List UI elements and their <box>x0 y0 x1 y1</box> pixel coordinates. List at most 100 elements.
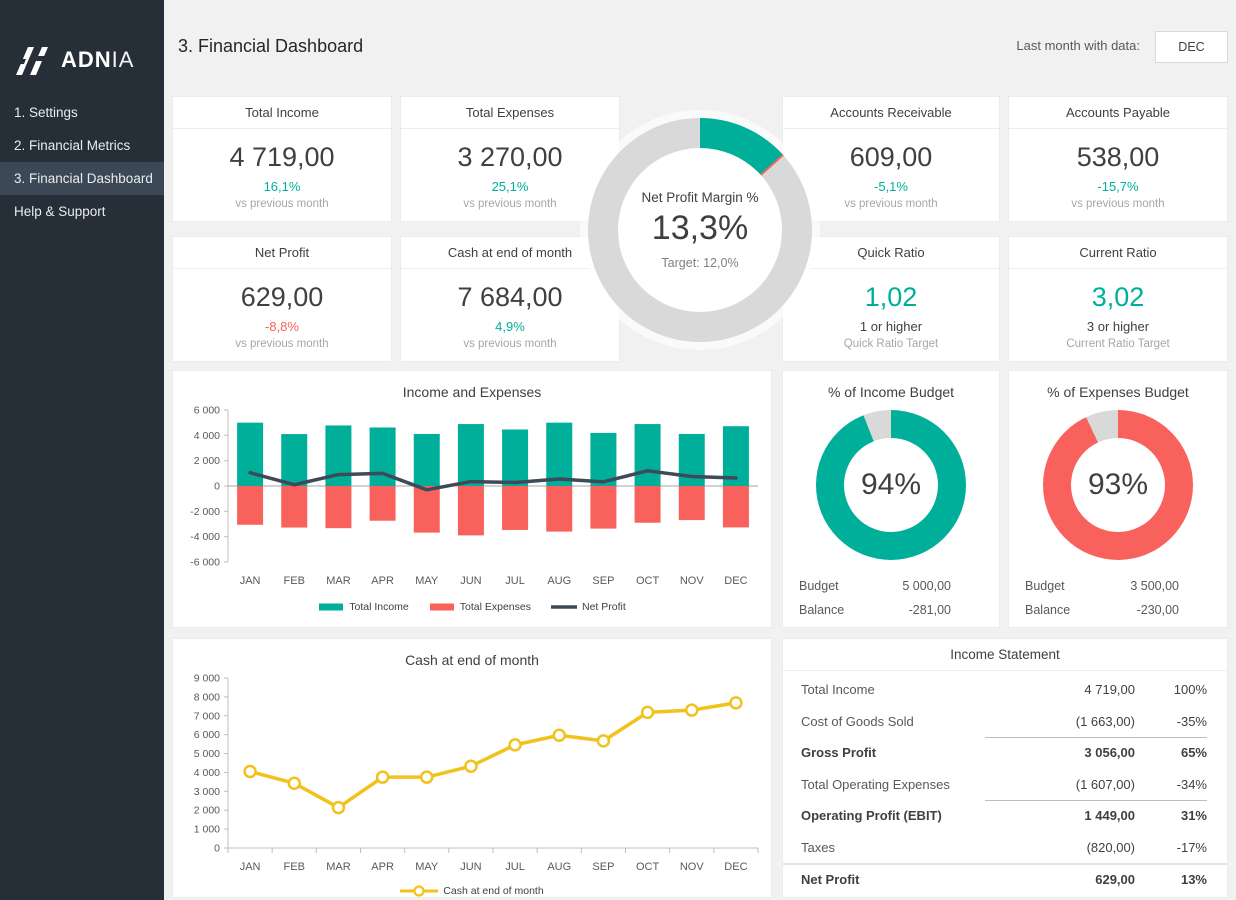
kpi-caption: vs previous month <box>235 198 329 210</box>
kpi-card-total-expenses: Total Expenses 3 270,00 25,1% vs previou… <box>400 96 620 222</box>
chart-title: Income and Expenses <box>402 384 542 400</box>
chart-title: % of Income Budget <box>827 384 955 400</box>
income-expenses-chart: 6 000 4 000 2 000 0 -2 000 -4 000 -6 000 JAN FEB… <box>178 404 766 599</box>
svg-text:8 000: 8 000 <box>194 691 220 703</box>
kpi-value: 7 684,00 <box>457 282 563 312</box>
chart-title: Cash at end of month <box>405 652 539 668</box>
income-budget-donut: 94% <box>816 410 966 560</box>
svg-text:JUN: JUN <box>460 861 481 873</box>
svg-text:APR: APR <box>371 575 394 587</box>
svg-text:1 000: 1 000 <box>194 824 220 836</box>
sidebar-nav: 1. Settings 2. Financial Metrics 3. Fina… <box>0 96 164 228</box>
kpi-card-net-profit: Net Profit 629,00 -8,8% vs previous mont… <box>172 236 392 362</box>
svg-text:SEP: SEP <box>592 861 614 873</box>
legend-item: Cash at end of month <box>400 885 544 897</box>
kpi-title: Cash at end of month <box>401 237 619 269</box>
kpi-title: Accounts Receivable <box>783 97 999 129</box>
svg-text:7 000: 7 000 <box>194 710 220 722</box>
svg-text:0: 0 <box>214 481 220 493</box>
kpi-caption: vs previous month <box>463 338 557 350</box>
income-expenses-chart-card: Income and Expenses 6 000 4 000 2 000 0 -2 0… <box>172 370 772 628</box>
svg-text:NOV: NOV <box>680 575 705 587</box>
donut-percentage: 94% <box>860 468 922 501</box>
page-title: 3. Financial Dashboard <box>178 36 364 56</box>
cash-end-of-month-chart: 9 000 8 000 7 000 6 000 5 000 4 000 3 000 2 000… <box>178 672 766 883</box>
svg-text:-2 000: -2 000 <box>190 506 220 518</box>
adnia-logo-icon <box>16 47 48 75</box>
balance-label: Balance <box>1025 603 1071 617</box>
svg-text:SEP: SEP <box>592 575 614 587</box>
kpi-card-accounts-receivable: Accounts Receivable 609,00 -5,1% vs prev… <box>782 96 1000 222</box>
legend-item: Net Profit <box>550 601 626 613</box>
svg-text:AUG: AUG <box>547 575 571 587</box>
budget-value: 5 000,00 <box>902 579 951 593</box>
svg-text:APR: APR <box>371 861 394 873</box>
kpi-value: 3 270,00 <box>457 142 563 172</box>
income-statement-row: Cost of Goods Sold (1 663,00) -35% <box>801 713 1207 729</box>
svg-text:DEC: DEC <box>724 575 747 587</box>
income-statement-row: Operating Profit (EBIT) 1 449,00 31% <box>783 800 1227 832</box>
sidebar-item-financial-dashboard[interactable]: 3. Financial Dashboard <box>0 162 164 195</box>
kpi-title: Accounts Payable <box>1009 97 1227 129</box>
svg-text:6 000: 6 000 <box>194 729 220 741</box>
kpi-value: 538,00 <box>1076 142 1160 172</box>
kpi-change: 25,1% <box>491 179 529 194</box>
kpi-change: 4,9% <box>495 319 525 334</box>
budget-label: Budget <box>799 579 839 593</box>
svg-text:3 000: 3 000 <box>194 786 220 798</box>
income-budget-card: % of Income Budget 94% Budget 5 000,00 Ba… <box>782 370 1000 628</box>
sidebar-item-settings[interactable]: 1. Settings <box>14 105 78 120</box>
kpi-caption: vs previous month <box>844 198 938 210</box>
kpi-card-quick-ratio: Quick Ratio 1,02 1 or higher Quick Ratio… <box>782 236 1000 362</box>
svg-text:DEC: DEC <box>724 861 747 873</box>
svg-text:AUG: AUG <box>547 861 571 873</box>
gauge-center: Net Profit Margin % 13,3% Target: 12,0% <box>618 148 782 312</box>
kpi-caption: vs previous month <box>235 338 329 350</box>
sidebar: ADNIA 1. Settings 2. Financial Metrics 3… <box>0 0 164 900</box>
svg-text:4 000: 4 000 <box>194 767 220 779</box>
balance-value: -281,00 <box>908 603 951 617</box>
gauge-label: Net Profit Margin % <box>641 190 759 205</box>
last-month-value[interactable]: DEC <box>1155 31 1228 63</box>
kpi-caption: vs previous month <box>463 198 557 210</box>
sidebar-item-help-support[interactable]: Help & Support <box>14 204 106 219</box>
svg-text:2 000: 2 000 <box>194 455 220 467</box>
kpi-caption: Current Ratio Target <box>1066 338 1170 350</box>
kpi-card-accounts-payable: Accounts Payable 538,00 -15,7% vs previo… <box>1008 96 1228 222</box>
svg-text:-6 000: -6 000 <box>190 557 220 569</box>
income-statement-row: Gross Profit 3 056,00 65% <box>783 737 1227 769</box>
svg-text:4 000: 4 000 <box>194 430 220 442</box>
svg-text:MAY: MAY <box>415 575 439 587</box>
income-statement-title: Income Statement <box>783 639 1227 671</box>
svg-text:MAY: MAY <box>415 861 439 873</box>
kpi-card-total-income: Total Income 4 719,00 16,1% vs previous … <box>172 96 392 222</box>
svg-text:5 000: 5 000 <box>194 748 220 760</box>
income-statement-row: Total Income 4 719,00 100% <box>801 682 1207 698</box>
kpi-value: 629,00 <box>240 282 324 312</box>
legend-item: Total Income <box>318 601 409 613</box>
kpi-target: 1 or higher <box>859 319 923 334</box>
svg-text:JAN: JAN <box>240 575 261 587</box>
svg-text:0: 0 <box>214 843 220 855</box>
sidebar-item-financial-metrics[interactable]: 2. Financial Metrics <box>14 138 131 153</box>
kpi-change: 16,1% <box>263 179 301 194</box>
expenses-budget-donut: 93% <box>1043 410 1193 560</box>
balance-label: Balance <box>799 603 845 617</box>
expenses-budget-card: % of Expenses Budget 93% Budget 3 500,00 … <box>1008 370 1228 628</box>
kpi-change: -8,8% <box>265 319 299 334</box>
income-statement-card: Income Statement Total Income 4 719,00 100… <box>782 638 1228 898</box>
legend-item: Total Expenses <box>429 601 531 613</box>
chart-legend: Total Income Total Expenses Net Profit <box>173 601 771 613</box>
kpi-change: -15,7% <box>1097 179 1139 194</box>
svg-text:6 000: 6 000 <box>194 405 220 417</box>
svg-text:OCT: OCT <box>636 861 660 873</box>
kpi-value: 3,02 <box>1091 282 1145 312</box>
kpi-title: Current Ratio <box>1009 237 1227 269</box>
kpi-value: 609,00 <box>849 142 933 172</box>
kpi-title: Total Income <box>173 97 391 129</box>
income-statement-row: Taxes (820,00) -17% <box>801 839 1207 855</box>
svg-text:NOV: NOV <box>680 861 705 873</box>
svg-text:MAR: MAR <box>326 861 351 873</box>
svg-text:FEB: FEB <box>284 861 305 873</box>
